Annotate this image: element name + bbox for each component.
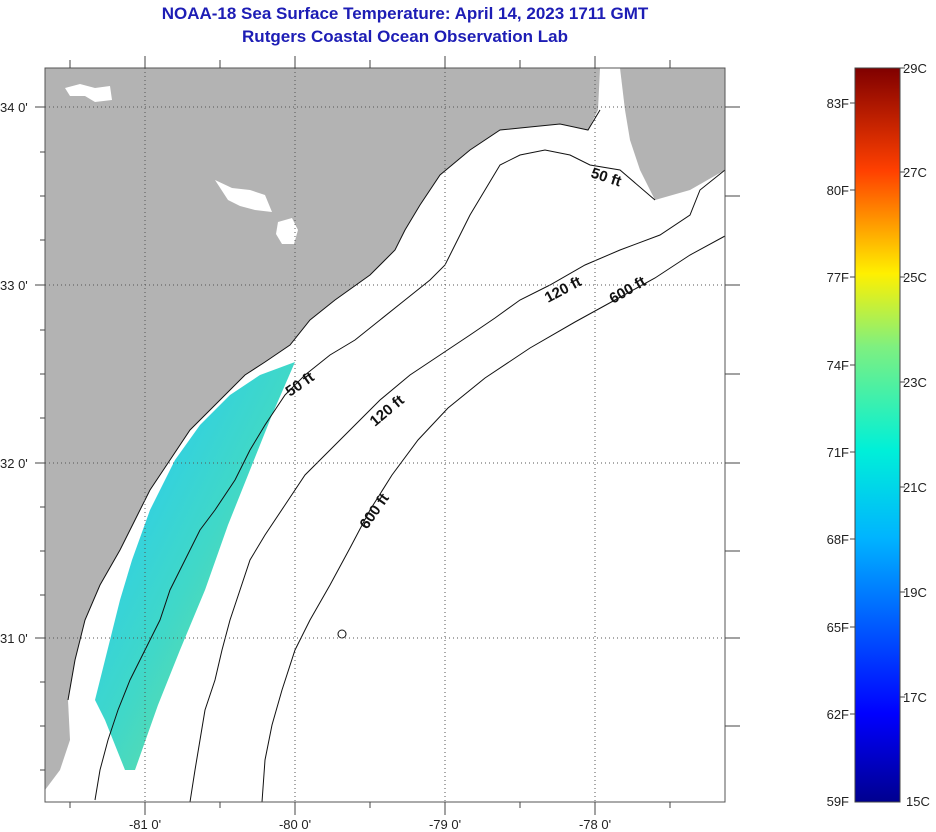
colorbar-c-label: 27C: [903, 165, 927, 180]
colorbar-f-label: 62F: [827, 707, 849, 722]
contour-50ft-line: [94, 149, 656, 801]
inland-lake: [65, 84, 112, 102]
colorbar-f-label: 68F: [827, 532, 849, 547]
lon-label: -81 0': [129, 817, 161, 832]
inland-lake: [276, 218, 298, 244]
lon-label: -80 0': [279, 817, 311, 832]
graticule: [45, 68, 725, 802]
colorbar-c-label: 25C: [903, 270, 927, 285]
colorbar-f-label: 71F: [827, 445, 849, 460]
colorbar-c-label: 23C: [903, 375, 927, 390]
colorbar-f-label: 59F: [827, 794, 849, 809]
colorbar-f-label: 83F: [827, 96, 849, 111]
lat-label: 31 0': [0, 631, 28, 646]
colorbar-f-label: 77F: [827, 270, 849, 285]
colorbar-ticks: [850, 67, 905, 715]
colorbar-f-label: 74F: [827, 358, 849, 373]
contour-120ft-line: [189, 169, 725, 802]
colorbar-c-label: 17C: [903, 690, 927, 705]
land-mass: [45, 68, 600, 790]
map-border: [44, 67, 726, 803]
colorbar-c-label: 19C: [903, 585, 927, 600]
title-line-1: NOAA-18 Sea Surface Temperature: April 1…: [161, 4, 649, 23]
contour-600ft-line: [261, 235, 725, 802]
colorbar-c-label: 21C: [903, 480, 927, 495]
coastline: [67, 109, 601, 701]
land-northeast: [620, 68, 725, 200]
lon-label: -79 0': [429, 817, 461, 832]
lat-label: 32 0': [0, 456, 28, 471]
inland-lake: [215, 180, 272, 212]
lat-label: 34 0': [0, 100, 28, 115]
title-line-2: Rutgers Coastal Ocean Observation Lab: [242, 27, 568, 46]
colorbar: [854, 67, 901, 803]
colorbar-f-label: 80F: [827, 183, 849, 198]
colorbar-c-label: 29C: [903, 61, 927, 76]
lat-label: 33 0': [0, 278, 28, 293]
lon-label: -78 0': [579, 817, 611, 832]
colorbar-f-label: 65F: [827, 620, 849, 635]
colorbar-c-label: 15C: [906, 794, 930, 809]
axis-ticks: [35, 56, 740, 815]
